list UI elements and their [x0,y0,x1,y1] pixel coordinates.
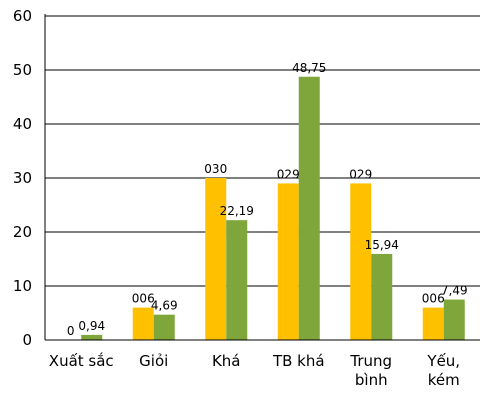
y-tick-label: 30 [13,169,32,187]
x-category-label: Yếu, kém [426,352,460,389]
x-category-label: Giỏi [139,352,168,370]
bar-series-1 [205,178,227,340]
bar-series-1 [132,307,154,340]
data-label: 029 [349,167,372,181]
y-tick-label: 0 [22,331,32,349]
data-label: 22,19 [220,204,254,218]
data-label: 0,94 [78,319,105,333]
y-tick-label: 60 [13,7,32,25]
x-category-label: Khá [212,352,241,370]
data-label: 48,75 [292,61,326,75]
y-tick-label: 20 [13,223,32,241]
bar-series-2 [153,314,175,340]
bar-series-2 [443,299,465,340]
axes [44,14,480,341]
x-category-label: TB khá [272,352,325,370]
data-labels: 0 0,940064,6903022,1902948,7502915,940067… [67,61,468,338]
data-label: 029 [277,167,300,181]
y-tick-label: 10 [13,277,32,295]
data-label: 7,49 [441,284,468,298]
x-category-label: Trung bình [349,352,392,389]
bar-series-2 [81,334,103,340]
bar-series-1 [277,183,299,340]
grid-lines [45,15,480,287]
bar-series-2 [226,220,248,340]
bar-series-2 [298,76,320,340]
data-label: 006 [422,292,445,306]
bar-series-2 [371,253,393,340]
data-label: 15,94 [365,238,399,252]
x-axis-categories: Xuất sắc Giỏi Khá TB khá Trung bình Yếu, kém [49,352,460,389]
data-label: 0 [67,324,75,338]
bars [81,76,465,340]
y-axis-ticks: 0 10 20 30 40 50 60 [13,7,32,349]
y-tick-label: 40 [13,115,32,133]
y-tick-label: 50 [13,61,32,79]
data-label: 4,69 [151,299,178,313]
x-category-label: Xuất sắc [49,352,114,370]
data-label: 030 [204,162,227,176]
bar-series-1 [422,307,444,340]
data-label: 006 [132,292,155,306]
bar-series-1 [350,183,372,340]
